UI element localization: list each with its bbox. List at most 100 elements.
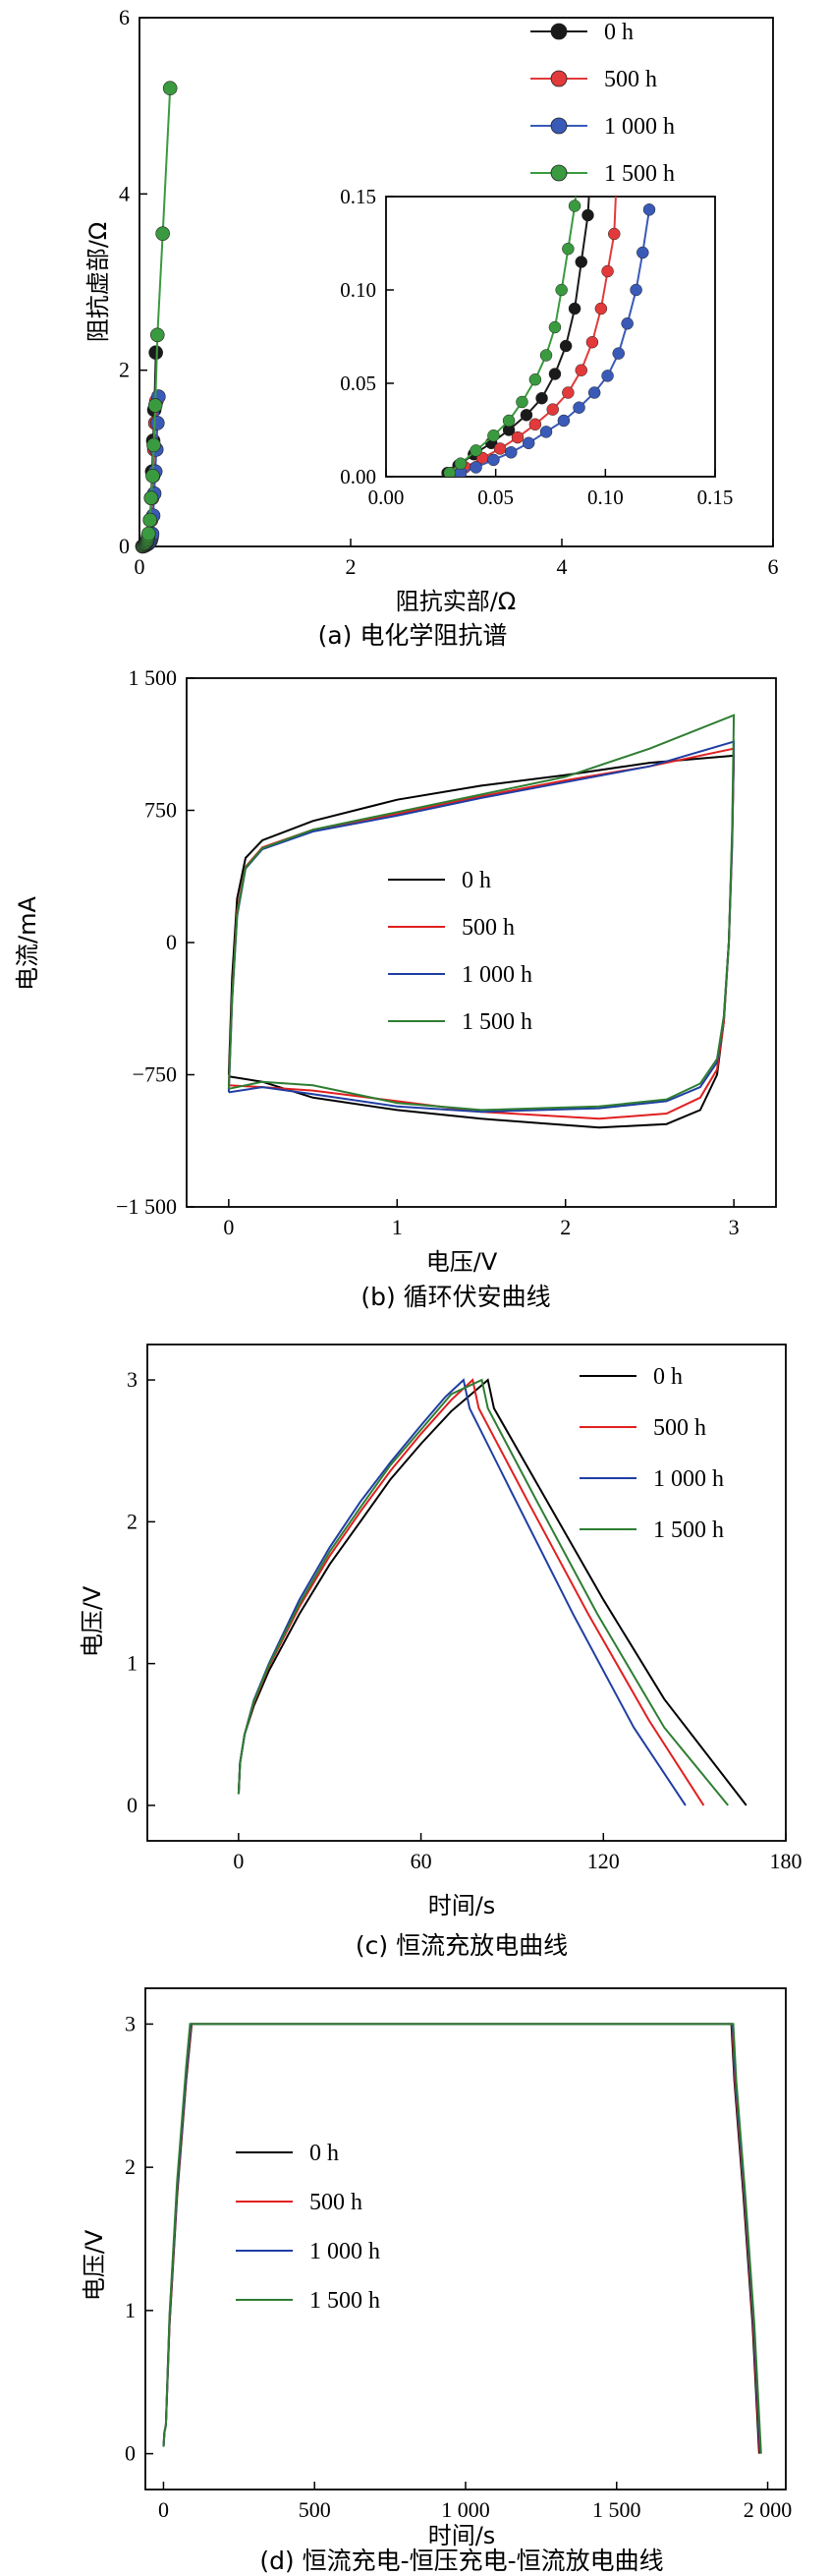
panel-a-inset-xtick-label: 0.00 — [368, 486, 405, 509]
panel-a-inset-data-point — [612, 347, 625, 360]
panel-b-series-line — [227, 714, 736, 1112]
panel-a-ytick-label: 2 — [119, 358, 130, 382]
panel-a-inset-data-point — [555, 283, 568, 297]
panel-a-data-point — [146, 437, 161, 453]
panel-d-xtick-label: 1 500 — [592, 2497, 641, 2522]
panel-a-inset-data-point — [594, 302, 608, 315]
panel-b-xlabel: 电压/V — [426, 1248, 498, 1276]
panel-c-ylabel: 电压/V — [79, 1585, 106, 1657]
panel-a-inset-data-point — [470, 444, 482, 457]
panel-b-ytick-label: −1 500 — [116, 1194, 177, 1219]
panel-a-inset-data-point — [557, 414, 571, 428]
panel-c-axis-ticks: 0 60 120 180 0 1 2 3 — [127, 1367, 802, 1873]
panel-b-legend: 0 h 500 h 1 000 h 1 500 h — [388, 868, 532, 1035]
panel-d-xtick-label: 0 — [158, 2497, 169, 2522]
panel-a-inset-ticks: 0.00 0.05 0.10 0.15 0.00 0.05 0.10 0.15 — [340, 185, 733, 509]
panel-d-ylabel: 电压/V — [81, 2229, 108, 2301]
panel-b-ytick-label: 750 — [144, 798, 177, 823]
panel-b-ytick-label: 1 500 — [129, 665, 178, 690]
panel-c-ytick-label: 3 — [127, 1367, 138, 1392]
panel-c-gcd-chart: 0 60 120 180 0 1 2 3 0 h 500 h 1 000 h 1 500 h 时间/… — [79, 1344, 802, 1960]
panel-c-series-line — [237, 1378, 729, 1806]
panel-a-inset-data-point — [568, 302, 581, 315]
panel-a-data-point — [155, 226, 170, 241]
panel-c-ytick-label: 2 — [127, 1509, 138, 1533]
panel-d-series-group — [162, 2023, 762, 2454]
panel-d-series-line — [162, 2023, 760, 2454]
panel-a-inset-xtick-label: 0.15 — [697, 486, 734, 509]
panel-d-ytick-label: 1 — [125, 2298, 136, 2322]
panel-a-series-group — [135, 81, 178, 554]
panel-a-ytick-label: 0 — [119, 534, 130, 558]
panel-a-ytick-label: 6 — [119, 5, 130, 29]
panel-a-legend-marker — [550, 23, 568, 40]
panel-a-data-point — [140, 526, 156, 542]
panel-a-data-point — [162, 81, 178, 96]
panel-b-xtick-label: 3 — [729, 1215, 740, 1239]
panel-a-inset-data-point — [575, 256, 588, 268]
panel-d-series-line — [162, 2023, 762, 2454]
panel-a-inset-ytick-label: 0.15 — [340, 185, 376, 208]
panel-a-legend-marker — [550, 164, 568, 182]
panel-c-xtick-label: 60 — [411, 1849, 432, 1873]
panel-c-ytick-label: 1 — [127, 1651, 138, 1676]
panel-b-ylabel: 电流/mA — [14, 895, 41, 990]
panel-a-inset-clip — [441, 197, 656, 477]
panel-a-legend-label: 1 000 h — [604, 114, 675, 140]
panel-a-legend-marker — [550, 70, 568, 87]
panel-b-xtick-label: 2 — [560, 1215, 571, 1239]
panel-a-inset-data-point — [516, 395, 528, 409]
panel-a-inset-data-point — [546, 403, 559, 416]
panel-a-inset-ytick-label: 0.10 — [340, 278, 376, 302]
panel-c-xtick-label: 120 — [587, 1849, 620, 1873]
panel-c-caption: (c) 恒流充放电曲线 — [356, 1931, 568, 1960]
panel-a-xtick-label: 6 — [768, 554, 779, 579]
panel-d-caption: (d) 恒流充电-恒压充电-恒流放电曲线 — [259, 2547, 663, 2575]
panel-d-ytick-label: 2 — [125, 2154, 136, 2179]
panel-b-ytick-label: 0 — [166, 930, 177, 954]
panel-c-series-line — [237, 1378, 747, 1806]
panel-d-plot-frame — [144, 1987, 787, 2490]
panel-a-inset-xtick-label: 0.05 — [477, 486, 514, 509]
panel-a-ylabel: 阻抗虚部/Ω — [84, 222, 112, 342]
panel-b-legend-label: 0 h — [462, 868, 491, 893]
panel-a-inset-data-point — [470, 461, 482, 474]
panel-d-xtick-label: 500 — [299, 2497, 331, 2522]
panel-c-xlabel: 时间/s — [428, 1892, 496, 1919]
panel-a-inset-data-point — [528, 418, 542, 431]
panel-a-inset-data-point — [630, 283, 642, 297]
panel-d-legend: 0 h 500 h 1 000 h 1 500 h — [236, 2141, 380, 2314]
panel-a-inset-data-point — [487, 453, 500, 467]
panel-b-caption: (b) 循环伏安曲线 — [360, 1283, 550, 1311]
panel-c-series-line — [237, 1378, 705, 1806]
panel-d-axis-ticks: 0 500 1 000 1 500 2 000 0 1 2 3 — [125, 2011, 792, 2522]
panel-c-series-group — [237, 1378, 747, 1806]
panel-a-inset-data-point — [585, 335, 599, 349]
panel-b-xtick-label: 1 — [392, 1215, 403, 1239]
panel-d-ytick-label: 0 — [125, 2441, 136, 2466]
panel-b-ytick-label: −750 — [133, 1062, 177, 1087]
panel-a-inset-data-point — [562, 386, 575, 399]
panel-a-data-point — [147, 398, 163, 413]
panel-d-xlabel: 时间/s — [428, 2522, 496, 2549]
panel-d-legend-label: 0 h — [309, 2141, 339, 2166]
panel-a-inset-data-point — [562, 242, 575, 256]
panel-b-series-group — [227, 714, 736, 1129]
panel-b-legend-label: 1 500 h — [462, 1009, 532, 1035]
panel-a-inset-data-point — [642, 203, 656, 216]
panel-a-inset-data-point — [568, 200, 581, 212]
panel-a-xtick-label: 4 — [557, 554, 568, 579]
panel-a-inset-data-point — [573, 401, 585, 414]
panel-c-legend-label: 1 000 h — [653, 1466, 724, 1492]
panel-a-inset-data-point — [548, 320, 562, 334]
panel-d-xtick-label: 2 000 — [744, 2497, 793, 2522]
panel-b-xtick-label: 0 — [223, 1215, 234, 1239]
panel-a-inset-data-point — [522, 436, 535, 450]
panel-a-inset-data-point — [528, 372, 542, 386]
panel-a-xtick-label: 0 — [135, 554, 145, 579]
panel-b-legend-label: 1 000 h — [462, 962, 532, 988]
panel-d-series-line — [162, 2023, 762, 2454]
panel-a-inset-data-point — [502, 414, 516, 428]
panel-a-inset-data-point — [608, 227, 621, 241]
panel-a-inset-data-point — [575, 364, 588, 376]
